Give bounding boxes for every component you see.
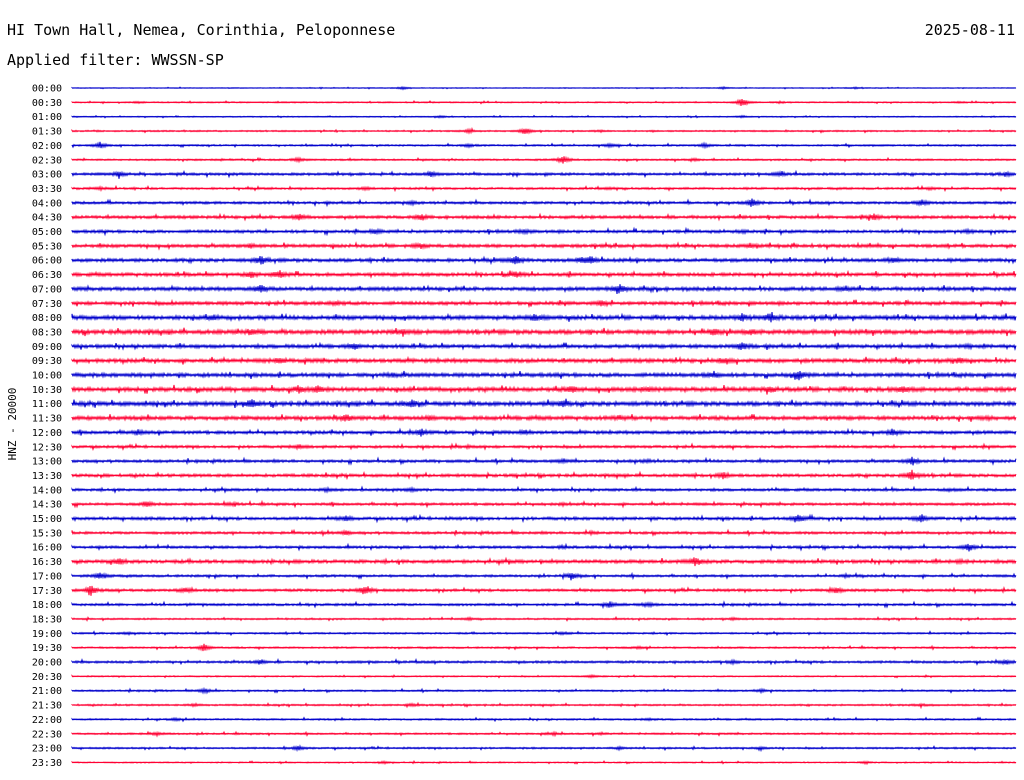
row-label-2200: 22:00 [32,715,62,726]
row-label-0600: 06:00 [32,256,62,267]
row-label-2330: 23:30 [32,758,62,769]
row-label-1600: 16:00 [32,543,62,554]
row-label-1630: 16:30 [32,557,62,568]
row-label-2230: 22:30 [32,729,62,740]
row-label-1130: 11:30 [32,414,62,425]
row-label-1030: 10:30 [32,385,62,396]
row-label-2300: 23:00 [32,744,62,755]
trace-0300 [71,169,1017,179]
row-label-1230: 12:30 [32,442,62,453]
row-label-0730: 07:30 [32,299,62,310]
row-label-1100: 11:00 [32,399,62,410]
row-label-1500: 15:00 [32,514,62,525]
row-label-1700: 17:00 [32,571,62,582]
row-label-2100: 21:00 [32,686,62,697]
row-label-0330: 03:30 [32,184,62,195]
station-title: HI Town Hall, Nemea, Corinthia, Peloponn… [7,21,396,39]
row-label-0030: 00:30 [32,98,62,109]
date-label: 2025-08-11 [924,21,1015,39]
trace-1000 [71,370,1017,381]
trace-1730 [71,585,1017,596]
row-label-1530: 15:30 [32,528,62,539]
row-label-1400: 14:00 [32,485,62,496]
row-label-1800: 18:00 [32,600,62,611]
row-label-0230: 02:30 [32,155,62,166]
row-label-0300: 03:00 [32,170,62,181]
row-label-0630: 06:30 [32,270,62,281]
row-label-0130: 01:30 [32,127,62,138]
row-label-2130: 21:30 [32,701,62,712]
row-tick-labels: 00:00 00:30 01:00 01:30 02:00 02:30 03:00 03:30… [32,84,62,769]
row-label-0000: 00:00 [32,84,62,95]
row-label-0900: 09:00 [32,342,62,353]
row-label-0830: 08:30 [32,327,62,338]
row-label-0400: 04:00 [32,198,62,209]
row-label-2000: 20:00 [32,658,62,669]
row-label-1430: 14:30 [32,500,62,511]
row-label-1730: 17:30 [32,586,62,597]
filter-label: Applied filter: WWSSN-SP [7,51,224,69]
row-label-1930: 19:30 [32,643,62,654]
row-label-0530: 05:30 [32,241,62,252]
row-label-0430: 04:30 [32,213,62,224]
trace-1330 [71,469,1017,481]
row-label-2030: 20:30 [32,672,62,683]
row-label-1830: 18:30 [32,614,62,625]
row-label-1300: 13:00 [32,457,62,468]
seismic-traces [71,85,1017,766]
row-label-0100: 01:00 [32,112,62,123]
trace-1700 [71,571,1017,581]
row-label-1200: 12:00 [32,428,62,439]
row-label-1330: 13:30 [32,471,62,482]
row-label-0200: 02:00 [32,141,62,152]
row-label-0500: 05:00 [32,227,62,238]
row-label-0700: 07:00 [32,284,62,295]
row-label-0800: 08:00 [32,313,62,324]
row-label-0930: 09:30 [32,356,62,367]
row-label-1000: 10:00 [32,371,62,382]
y-axis-label: HNZ - 20000 [6,388,19,461]
row-label-1900: 19:00 [32,629,62,640]
